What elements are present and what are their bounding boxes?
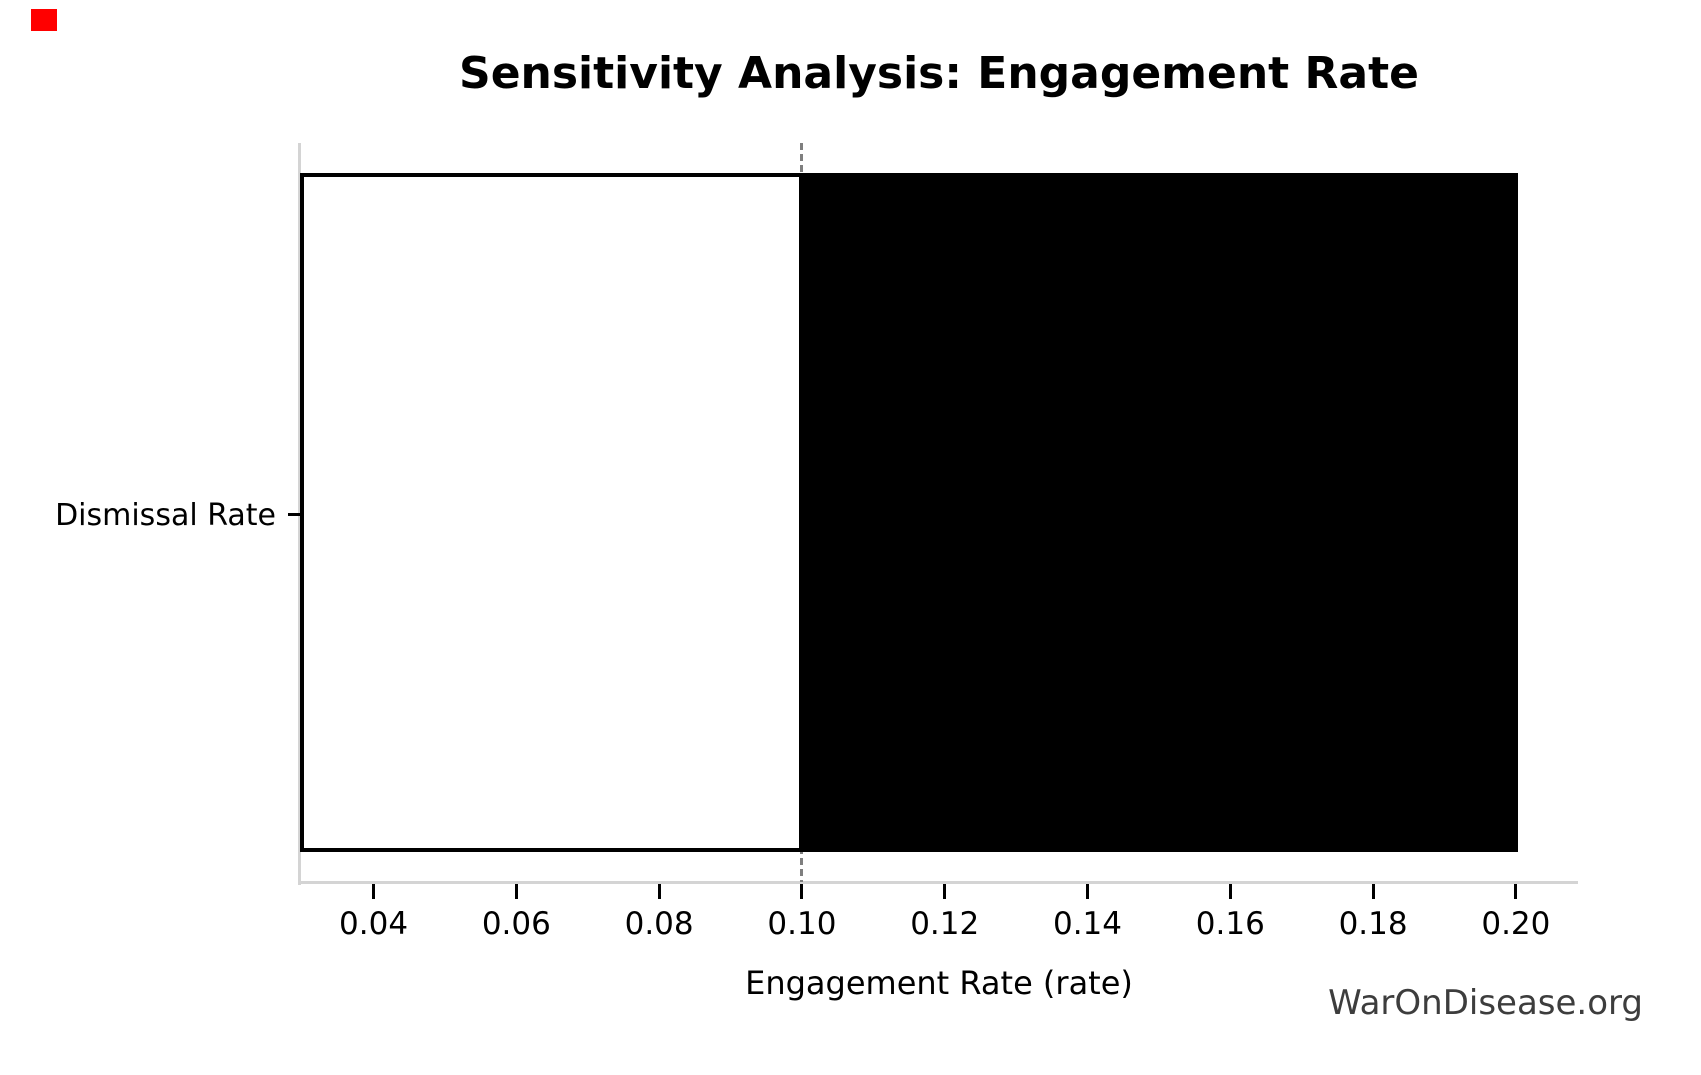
x-tick-mark [800,884,804,899]
x-tick-label: 0.20 [1481,906,1551,942]
bar-high-segment [798,173,1518,852]
x-tick-label: 0.12 [910,906,980,942]
watermark: WarOnDisease.org [1328,983,1643,1023]
x-axis-label: Engagement Rate (rate) [745,964,1133,1002]
x-tick-mark [1514,884,1518,899]
x-tick-mark [943,884,947,899]
x-tick-label: 0.10 [767,906,837,942]
x-tick-label: 0.04 [339,906,409,942]
x-tick-label: 0.18 [1338,906,1408,942]
x-tick-mark [372,884,376,899]
x-tick-label: 0.16 [1195,906,1265,942]
x-tick-label: 0.14 [1052,906,1123,942]
x-tick-mark [1228,884,1232,899]
chart-title: Sensitivity Analysis: Engagement Rate [459,48,1419,99]
red-marker-square [31,9,57,31]
y-category-label: Dismissal Rate [55,498,276,533]
x-tick-mark [1371,884,1375,899]
x-tick-mark [657,884,661,899]
x-axis-spine [298,881,1578,884]
x-tick-label: 0.08 [624,906,694,942]
x-tick-mark [514,884,518,899]
x-tick-mark [1086,884,1089,899]
x-tick-label: 0.06 [481,906,551,942]
y-tick-mark [288,513,300,516]
